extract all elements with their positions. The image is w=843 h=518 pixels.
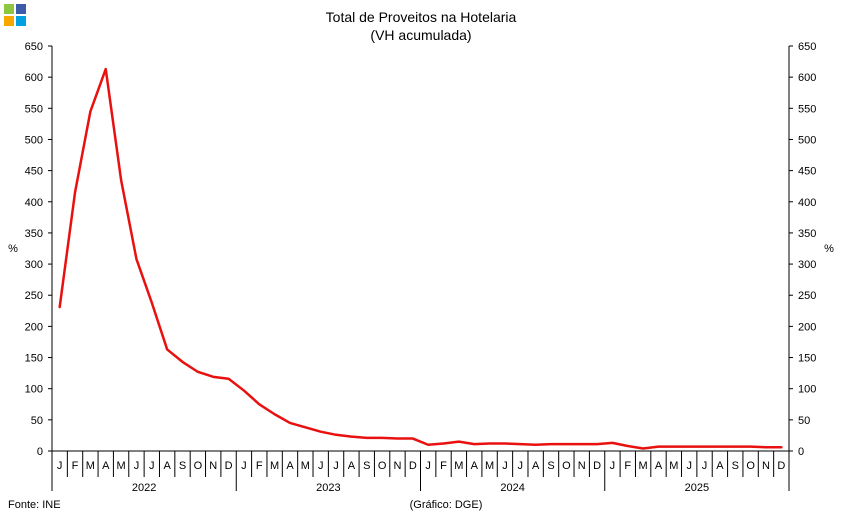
month-label: A [532,460,540,472]
month-label: N [762,460,770,472]
y-tick-label: 300 [25,259,43,271]
month-label: A [716,460,724,472]
month-label: J [610,460,616,472]
y-tick-label-right: 350 [798,228,816,240]
year-label: 2023 [316,482,340,494]
y-tick-label-right: 600 [798,72,816,84]
y-tick-label-right: 150 [798,353,816,365]
month-label: N [209,460,217,472]
month-label: A [655,460,663,472]
y-tick-label: 200 [25,321,43,333]
y-axis-label-right: % [824,243,834,255]
month-label: M [270,460,279,472]
month-label: S [732,460,739,472]
month-label: A [471,460,479,472]
y-tick-label: 250 [25,290,43,302]
y-tick-label: 100 [25,384,43,396]
month-label: M [669,460,678,472]
y-tick-label: 400 [25,197,43,209]
month-label: J [57,460,63,472]
month-label: M [454,460,463,472]
y-tick-label: 550 [25,103,43,115]
y-tick-label-right: 100 [798,384,816,396]
y-tick-label-right: 300 [798,259,816,271]
y-tick-label-right: 250 [798,290,816,302]
month-label: O [194,460,203,472]
y-tick-label-right: 650 [798,41,816,53]
month-label: S [363,460,370,472]
month-label: F [440,460,447,472]
month-label: D [777,460,785,472]
month-label: N [393,460,401,472]
month-label: J [333,460,339,472]
logo-square-bl [4,16,14,26]
y-tick-label: 650 [25,41,43,53]
month-label: O [562,460,571,472]
y-tick-label-right: 0 [798,446,804,458]
y-tick-label: 50 [31,415,43,427]
y-tick-label-right: 50 [798,415,810,427]
month-label: A [348,460,356,472]
axes [51,46,790,452]
y-tick-label: 500 [25,134,43,146]
month-label: J [518,460,524,472]
y-axis-label-left: % [8,243,18,255]
month-label: A [102,460,110,472]
logo [4,4,26,26]
month-label: A [163,460,171,472]
month-label: J [686,460,692,472]
month-label: S [179,460,186,472]
chart-subtitle: (VH acumulada) [370,27,471,43]
month-label: D [225,460,233,472]
logo-square-br [16,16,26,26]
y-tick-label-right: 450 [798,166,816,178]
right-y-ticks: 0 50 100 150 200 250 300 350 400 450 500 550 600 650 [789,41,816,458]
credit-note: (Gráfico: DGE) [410,499,483,511]
month-label: M [117,460,126,472]
series-line [58,67,783,450]
y-tick-label: 600 [25,72,43,84]
month-label: F [624,460,631,472]
year-label: 2022 [132,482,156,494]
y-tick-label: 150 [25,353,43,365]
month-label: F [72,460,79,472]
month-label: D [593,460,601,472]
month-label: O [746,460,755,472]
left-y-ticks: 0 50 100 150 200 250 300 350 400 450 500 550 600 650 [25,41,52,458]
y-tick-label: 0 [37,446,43,458]
month-label: A [286,460,294,472]
y-tick-label-right: 500 [798,134,816,146]
source-note: Fonte: INE [8,499,61,511]
month-label: J [502,460,508,472]
month-label: D [409,460,417,472]
month-label: M [639,460,648,472]
month-label: N [578,460,586,472]
y-tick-label: 450 [25,166,43,178]
year-label: 2025 [685,482,709,494]
month-label: F [256,460,263,472]
series-group [58,67,783,450]
month-label: S [547,460,554,472]
month-label: J [702,460,708,472]
month-label: M [485,460,494,472]
month-label: M [86,460,95,472]
logo-square-tr [16,4,26,14]
y-tick-label-right: 400 [798,197,816,209]
month-label: O [378,460,387,472]
y-tick-label-right: 200 [798,321,816,333]
month-label: J [134,460,140,472]
month-label: J [318,460,324,472]
logo-square-tl [4,4,14,14]
year-label: 2024 [500,482,524,494]
month-label: J [149,460,155,472]
month-label: M [301,460,310,472]
y-tick-label-right: 550 [798,103,816,115]
month-label: J [425,460,431,472]
chart-title: Total de Proveitos na Hotelaria [326,9,517,25]
month-label: J [241,460,247,472]
y-tick-label: 350 [25,228,43,240]
